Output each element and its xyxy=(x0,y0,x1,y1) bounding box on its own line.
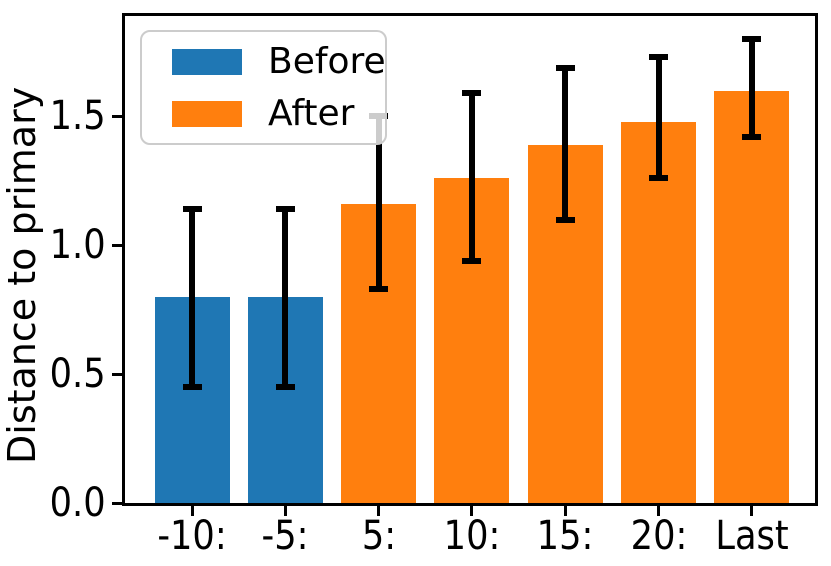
legend-label-after: After xyxy=(268,92,355,134)
errorbar-stem xyxy=(748,36,755,141)
errorbar-cap-bottom xyxy=(555,216,575,223)
y-tick-label: 0.0 xyxy=(50,480,106,526)
x-tick-mark xyxy=(190,506,194,516)
legend-swatch-after xyxy=(172,100,242,127)
errorbar-stem xyxy=(282,206,289,391)
errorbar-cap-top xyxy=(182,206,202,213)
x-tick-label: 20: xyxy=(630,513,687,559)
y-tick-label: 0.5 xyxy=(50,351,106,398)
x-tick-mark xyxy=(657,506,660,516)
legend-item-after: After xyxy=(172,92,385,134)
x-tick-mark xyxy=(470,506,474,516)
errorbar-stem xyxy=(375,113,382,293)
plot-area: Before After xyxy=(122,13,818,506)
y-tick-mark xyxy=(112,243,122,247)
errorbar-15 xyxy=(555,64,575,223)
errorbar--5 xyxy=(275,206,295,391)
y-tick-mark xyxy=(112,114,122,118)
errorbar-cap-bottom xyxy=(182,384,202,391)
x-tick-label: Last xyxy=(715,513,789,559)
errorbar-cap-bottom xyxy=(275,384,295,391)
x-tick-mark xyxy=(377,506,381,516)
errorbar-20 xyxy=(649,54,668,182)
x-tick-label: 5: xyxy=(361,513,396,559)
errorbar-cap-bottom xyxy=(742,134,762,141)
legend-swatch-before xyxy=(172,48,242,75)
errorbar-stem xyxy=(562,64,569,223)
x-tick-label: 10: xyxy=(443,513,501,559)
errorbar-stem xyxy=(189,206,195,391)
errorbar-10 xyxy=(462,90,482,264)
y-axis-label: Distance to primary xyxy=(0,86,44,464)
legend-label-before: Before xyxy=(268,40,386,82)
x-tick-label: -10: xyxy=(157,513,227,559)
y-tick-mark xyxy=(112,372,122,376)
legend-item-before: Before xyxy=(172,40,386,82)
errorbar-cap-top xyxy=(275,206,295,213)
errorbar-cap-top xyxy=(555,64,575,71)
legend: Before After xyxy=(140,30,387,145)
bar-20 xyxy=(621,121,696,503)
errorbar-last xyxy=(742,36,762,141)
x-tick-mark xyxy=(283,506,287,516)
y-tick-label: 1.5 xyxy=(50,93,106,140)
errorbar-stem xyxy=(468,90,475,264)
x-tick-label: 15: xyxy=(536,513,594,559)
x-tick-mark xyxy=(750,506,754,516)
x-tick-label: -5: xyxy=(261,513,309,559)
errorbar--10 xyxy=(182,206,202,391)
errorbar-stem xyxy=(655,54,662,182)
errorbar-cap-top xyxy=(742,36,762,43)
errorbar-cap-bottom xyxy=(649,175,668,182)
x-tick-mark xyxy=(563,506,567,516)
bar-last xyxy=(714,90,790,503)
errorbar-cap-bottom xyxy=(369,286,389,293)
errorbar-cap-top xyxy=(462,90,482,97)
y-tick-mark xyxy=(112,501,122,505)
y-tick-label: 1.0 xyxy=(50,222,106,269)
errorbar-cap-top xyxy=(649,54,668,61)
errorbar-cap-bottom xyxy=(462,257,482,264)
